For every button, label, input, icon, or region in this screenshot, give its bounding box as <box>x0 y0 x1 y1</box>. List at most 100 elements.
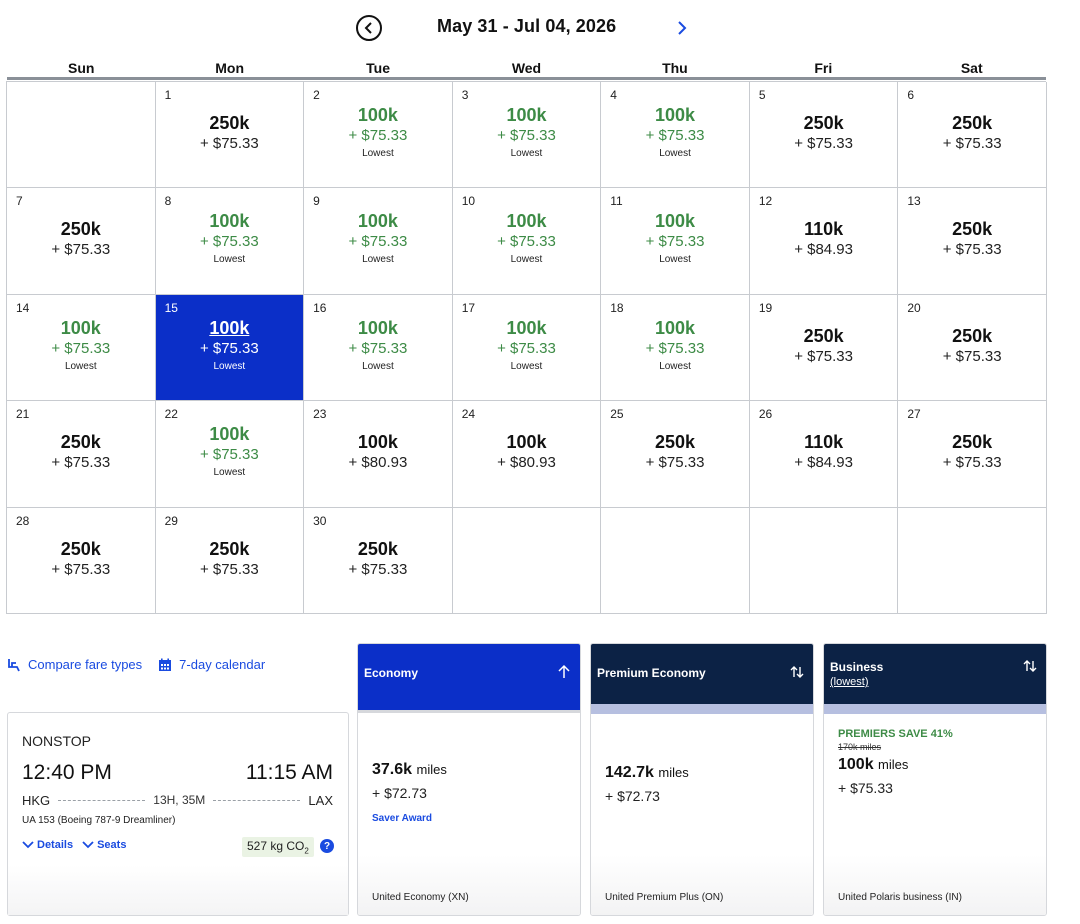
calendar-day[interactable]: 3 100k + $75.33 Lowest <box>452 82 602 189</box>
fare-lowest-sub[interactable]: (lowest) <box>830 676 869 688</box>
day-tax: + $75.33 <box>645 233 705 251</box>
day-fare: 100k + $75.33 Lowest <box>304 104 452 162</box>
calendar-day[interactable]: 22 100k + $75.33 Lowest <box>155 401 305 508</box>
weekday-label: Thu <box>662 60 688 76</box>
seats-label: Seats <box>97 839 127 851</box>
calendar-day[interactable]: 10 100k + $75.33 Lowest <box>452 188 602 295</box>
day-tax: + $75.33 <box>794 135 853 152</box>
origin-airport: HKG <box>22 792 51 808</box>
fare-header-business[interactable]: Business (lowest) <box>824 644 1046 704</box>
day-fare: 250k + $75.33 <box>750 112 898 154</box>
seven-day-calendar-link[interactable]: 7-day calendar <box>158 657 265 672</box>
fare-miles: 37.6k miles <box>372 761 566 779</box>
route-line <box>213 799 301 801</box>
calendar-day[interactable]: 2 100k + $75.33 Lowest <box>304 82 453 189</box>
calendar-day[interactable]: 29 250k + $75.33 <box>155 507 305 614</box>
day-miles: 100k <box>655 317 696 338</box>
calendar-day[interactable]: 9 100k + $75.33 Lowest <box>304 188 453 295</box>
calendar-day[interactable]: 1 250k + $75.33 <box>155 82 305 189</box>
day-fare: 250k + $75.33 <box>898 112 1046 154</box>
info-icon[interactable]: ? <box>320 839 334 853</box>
fare-premium-economy[interactable]: Premium Economy 142.7k miles + $72.73 Un… <box>590 643 814 916</box>
fare-strip <box>824 704 1046 714</box>
day-miles: 250k <box>209 113 250 133</box>
calendar-day[interactable]: 17 100k + $75.33 Lowest <box>452 294 602 402</box>
fare-miles-value: 100k <box>838 756 874 773</box>
departure-time: 12:40 PM <box>22 761 112 784</box>
day-number: 30 <box>313 513 327 528</box>
calendar-range-title: May 31 - Jul 04, 2026 <box>437 16 617 36</box>
day-number: 11 <box>610 194 623 209</box>
chevron-down-icon <box>82 841 94 849</box>
fare-header-economy[interactable]: Economy <box>358 644 580 710</box>
fare-economy[interactable]: Economy 37.6k miles + $72.73 Saver Award… <box>357 643 581 916</box>
details-toggle[interactable]: Details <box>22 839 73 851</box>
calendar-day[interactable]: 12 110k + $84.93 <box>749 188 899 295</box>
destination-airport: LAX <box>308 792 333 808</box>
calendar-day[interactable]: 25 250k + $75.33 <box>601 401 750 508</box>
calendar-day[interactable]: 20 250k + $75.33 <box>898 294 1047 402</box>
fare-tax: + $72.73 <box>605 788 660 804</box>
day-tax: + $75.33 <box>51 241 111 259</box>
day-tax: + $75.33 <box>51 339 111 357</box>
calendar-day[interactable]: 24 100k + $80.93 <box>452 401 602 508</box>
previous-month-button[interactable] <box>356 15 382 41</box>
calendar-day[interactable]: 7 250k + $75.33 <box>7 188 156 295</box>
day-number: 8 <box>164 194 172 209</box>
calendar-day[interactable]: 26 110k + $84.93 <box>749 401 899 508</box>
calendar-day[interactable]: 28 250k + $75.33 <box>7 507 156 614</box>
fare-miles-unit: miles <box>878 757 909 772</box>
calendar-day-empty <box>898 507 1047 614</box>
calendar-day[interactable]: 30 250k + $75.33 <box>304 507 453 614</box>
calendar-day[interactable]: 14 100k + $75.33 Lowest <box>7 294 156 402</box>
day-fare: 100k + $75.33 Lowest <box>601 104 749 162</box>
fare-strip <box>591 704 813 714</box>
fare-body: 142.7k miles + $72.73 <box>591 714 813 804</box>
calendar-day[interactable]: 6 250k + $75.33 <box>898 82 1047 189</box>
fare-fade-overlay <box>358 855 580 915</box>
seat-icon <box>8 658 20 671</box>
day-tax: + $75.33 <box>497 127 556 144</box>
route-line <box>58 799 146 801</box>
day-tax: + $75.33 <box>348 233 408 251</box>
calendar-day-empty <box>7 82 156 189</box>
calendar-day[interactable]: 21 250k + $75.33 <box>7 401 156 508</box>
next-month-button[interactable] <box>672 17 692 39</box>
calendar-day[interactable]: 4 100k + $75.33 Lowest <box>601 82 750 189</box>
calendar-day[interactable]: 18 100k + $75.33 Lowest <box>601 294 750 402</box>
flight-card: NONSTOP 12:40 PM 11:15 AM HKG 13H, 35M L… <box>7 712 349 916</box>
fare-body: 37.6k miles + $72.73 Saver Award <box>358 713 580 824</box>
day-fare: 100k + $75.33 Lowest <box>453 317 601 375</box>
fare-name: Premium Economy <box>597 666 706 680</box>
day-number: 21 <box>16 407 30 422</box>
seats-toggle[interactable]: Seats <box>82 839 126 851</box>
calendar-day[interactable]: 23 100k + $80.93 <box>304 401 453 508</box>
chevron-right-icon <box>678 21 687 35</box>
day-fare: 100k + $75.33 Lowest <box>156 423 304 481</box>
day-fare: 100k + $80.93 <box>453 431 601 473</box>
calendar-day[interactable]: 15 100k + $75.33 Lowest <box>155 294 305 402</box>
fare-header-premium-economy[interactable]: Premium Economy <box>591 644 813 704</box>
day-fare: 110k + $84.93 <box>750 431 898 473</box>
compare-fare-types-link[interactable]: Compare fare types <box>7 657 142 672</box>
calendar-day[interactable]: 8 100k + $75.33 Lowest <box>155 188 305 295</box>
day-tax: + $75.33 <box>199 135 259 152</box>
calendar-day[interactable]: 19 250k + $75.33 <box>749 294 899 402</box>
day-miles: 250k <box>60 219 101 240</box>
day-miles: 100k <box>506 211 547 232</box>
fare-miles-value: 142.7k <box>605 764 654 781</box>
calendar-day[interactable]: 16 100k + $75.33 Lowest <box>304 294 453 402</box>
day-miles: 100k <box>209 211 250 232</box>
calendar-day[interactable]: 5 250k + $75.33 <box>749 82 899 189</box>
day-fare: 100k + $75.33 Lowest <box>7 317 155 375</box>
day-number: 28 <box>16 513 30 528</box>
calendar-day-empty <box>601 507 750 614</box>
day-miles: 100k <box>357 211 398 232</box>
sort-ascending-icon <box>558 664 570 678</box>
day-tax: + $75.33 <box>645 454 705 472</box>
calendar-day[interactable]: 27 250k + $75.33 <box>898 401 1047 508</box>
day-miles: 250k <box>803 113 844 133</box>
fare-business[interactable]: Business (lowest) PREMIERS SAVE 41% 170k… <box>823 643 1047 916</box>
calendar-day[interactable]: 11 100k + $75.33 Lowest <box>601 188 750 295</box>
calendar-day[interactable]: 13 250k + $75.33 <box>898 188 1047 295</box>
